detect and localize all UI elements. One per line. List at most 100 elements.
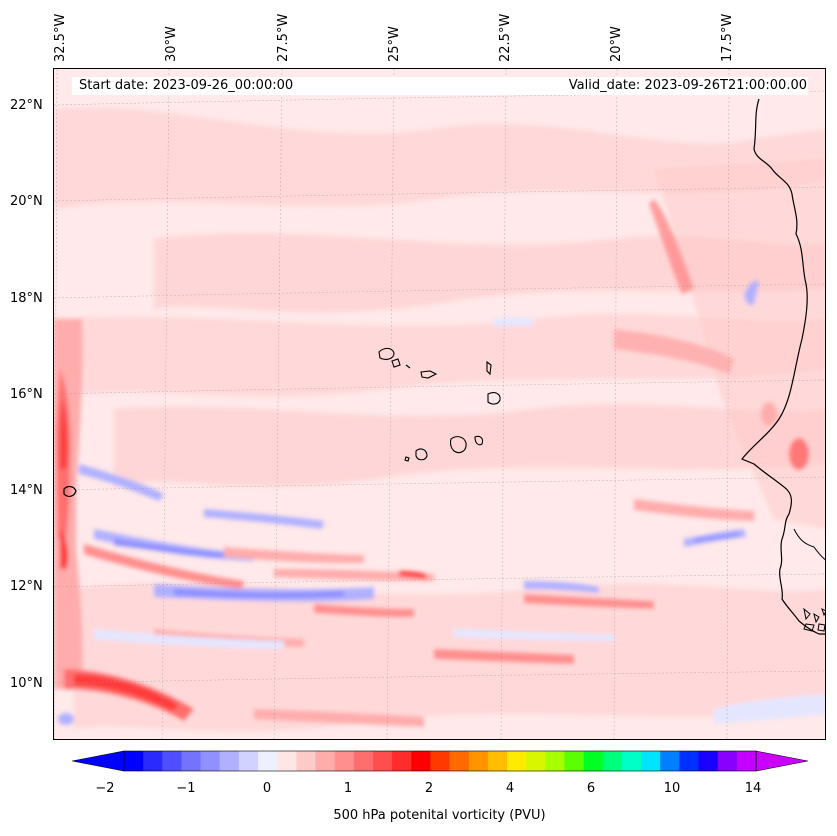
colorbar-border xyxy=(123,750,757,772)
graticule xyxy=(54,69,825,739)
colorbar-extend-high xyxy=(755,750,808,772)
colorbar-extend-low xyxy=(72,750,125,772)
colorbar-segment xyxy=(277,751,297,771)
colorbar-segment xyxy=(736,751,757,771)
colorbar-tick: 14 xyxy=(744,781,762,796)
lat-label-12n: 12°N xyxy=(10,579,43,594)
pv-blue-streak xyxy=(114,539,224,557)
colorbar-segment xyxy=(449,751,470,771)
colorbar-segment xyxy=(258,751,278,771)
colorbar-tick: −1 xyxy=(176,781,196,796)
pv-band-light xyxy=(154,233,825,313)
pv-blob xyxy=(789,438,809,470)
colorbar-segment xyxy=(487,751,508,771)
map-panel[interactable] xyxy=(53,68,826,740)
pv-band-light xyxy=(114,404,825,489)
colorbar-segment xyxy=(372,751,393,771)
colorbar-segment xyxy=(526,751,546,771)
colorbar-segment xyxy=(660,751,680,771)
colorbar-tick: −2 xyxy=(95,781,115,796)
lon-label-32-5w: 32.5°W xyxy=(53,13,68,62)
colorbar-tick: 1 xyxy=(343,781,353,796)
lat-label-22n: 22°N xyxy=(10,98,43,113)
bijagos-islands xyxy=(803,607,825,624)
pv-streak xyxy=(649,199,694,294)
pv-left-column-core xyxy=(60,529,68,569)
colorbar-label: 500 hPa potenital vorticity (PVU) xyxy=(333,808,546,823)
colorbar-segment xyxy=(717,751,738,771)
pv-red-streak xyxy=(634,499,754,521)
pv-blue-streak xyxy=(694,533,739,542)
pv-light-blue xyxy=(494,317,534,327)
lon-label-27-5w: 27.5°W xyxy=(276,13,291,62)
pv-red-streak xyxy=(399,571,426,579)
colorbar-segment xyxy=(430,751,450,771)
pv-blob xyxy=(761,402,777,426)
valid-date-label: Valid_date: 2023-09-26T21:00:00.00 xyxy=(568,78,807,93)
pv-left-column-core xyxy=(60,399,68,469)
colorbar-segment xyxy=(698,751,719,771)
pv-red-streak xyxy=(274,569,434,581)
pv-diagonal-red xyxy=(74,674,179,711)
lat-label-18n: 18°N xyxy=(10,291,43,306)
pv-blue-streak xyxy=(524,581,599,593)
colorbar-segment xyxy=(602,751,623,771)
start-date-label: Start date: 2023-09-26_00:00:00 xyxy=(79,78,294,93)
colorbar-segment xyxy=(679,751,699,771)
colorbar-tick: 0 xyxy=(262,781,272,796)
colorbar-segment xyxy=(411,751,431,771)
colorbar-segment xyxy=(334,751,355,771)
lon-label-30w: 30°W xyxy=(164,26,179,62)
lon-label-25w: 25°W xyxy=(387,26,402,62)
colorbar xyxy=(72,750,808,772)
pv-band-light xyxy=(54,107,825,209)
lon-label-17-5w: 17.5°W xyxy=(720,13,735,62)
colorbar-segment xyxy=(124,751,144,771)
africa-coastline xyxy=(793,528,825,561)
map-info-bar xyxy=(72,77,808,95)
colorbar-segment xyxy=(641,751,661,771)
pv-blue-streak xyxy=(744,280,759,306)
pv-red-streak xyxy=(314,604,414,618)
colorbar-segment xyxy=(143,751,163,771)
colorbar-segment xyxy=(162,751,182,771)
colorbar-segment xyxy=(315,751,336,771)
pv-red-streak xyxy=(254,709,424,727)
lon-label-20w: 20°W xyxy=(609,26,624,62)
colorbar-segment xyxy=(200,751,221,771)
colorbar-segment xyxy=(181,751,201,771)
pv-red-streak xyxy=(524,594,654,609)
colorbar-segment xyxy=(353,751,374,771)
colorbar-segment xyxy=(583,751,604,771)
lon-label-22-5w: 22.5°W xyxy=(498,13,513,62)
colorbar-segment xyxy=(296,751,316,771)
pv-red-streak xyxy=(224,547,364,564)
colorbar-segment xyxy=(238,751,259,771)
pv-light-blue xyxy=(714,694,825,724)
africa-coastline xyxy=(741,98,825,635)
pv-blue-streak xyxy=(79,464,164,501)
colorbar-tick: 6 xyxy=(586,781,596,796)
bijagos-islands xyxy=(803,623,825,632)
pv-streak xyxy=(614,329,734,374)
colorbar-tick: 4 xyxy=(505,781,515,796)
pv-field-map xyxy=(54,69,825,739)
lat-label-16n: 16°N xyxy=(10,387,43,402)
colorbar-segment xyxy=(392,751,412,771)
pv-red-streak xyxy=(434,649,574,664)
lat-label-14n: 14°N xyxy=(10,483,43,498)
pv-blue-streak xyxy=(174,589,344,598)
colorbar-segment xyxy=(507,751,527,771)
colorbar-tick: 2 xyxy=(424,781,434,796)
colorbar-segment xyxy=(564,751,585,771)
left-edge-island xyxy=(63,485,77,497)
colorbar-segment xyxy=(621,751,642,771)
lat-label-10n: 10°N xyxy=(10,676,43,691)
pv-light-blue xyxy=(94,629,284,649)
pv-contour-fill xyxy=(54,107,825,731)
colorbar-segment xyxy=(545,751,565,771)
lat-label-20n: 20°N xyxy=(10,194,43,209)
pv-blue-blob xyxy=(58,713,74,725)
pv-blue-streak xyxy=(204,509,324,529)
cape-verde-islands xyxy=(378,347,501,462)
